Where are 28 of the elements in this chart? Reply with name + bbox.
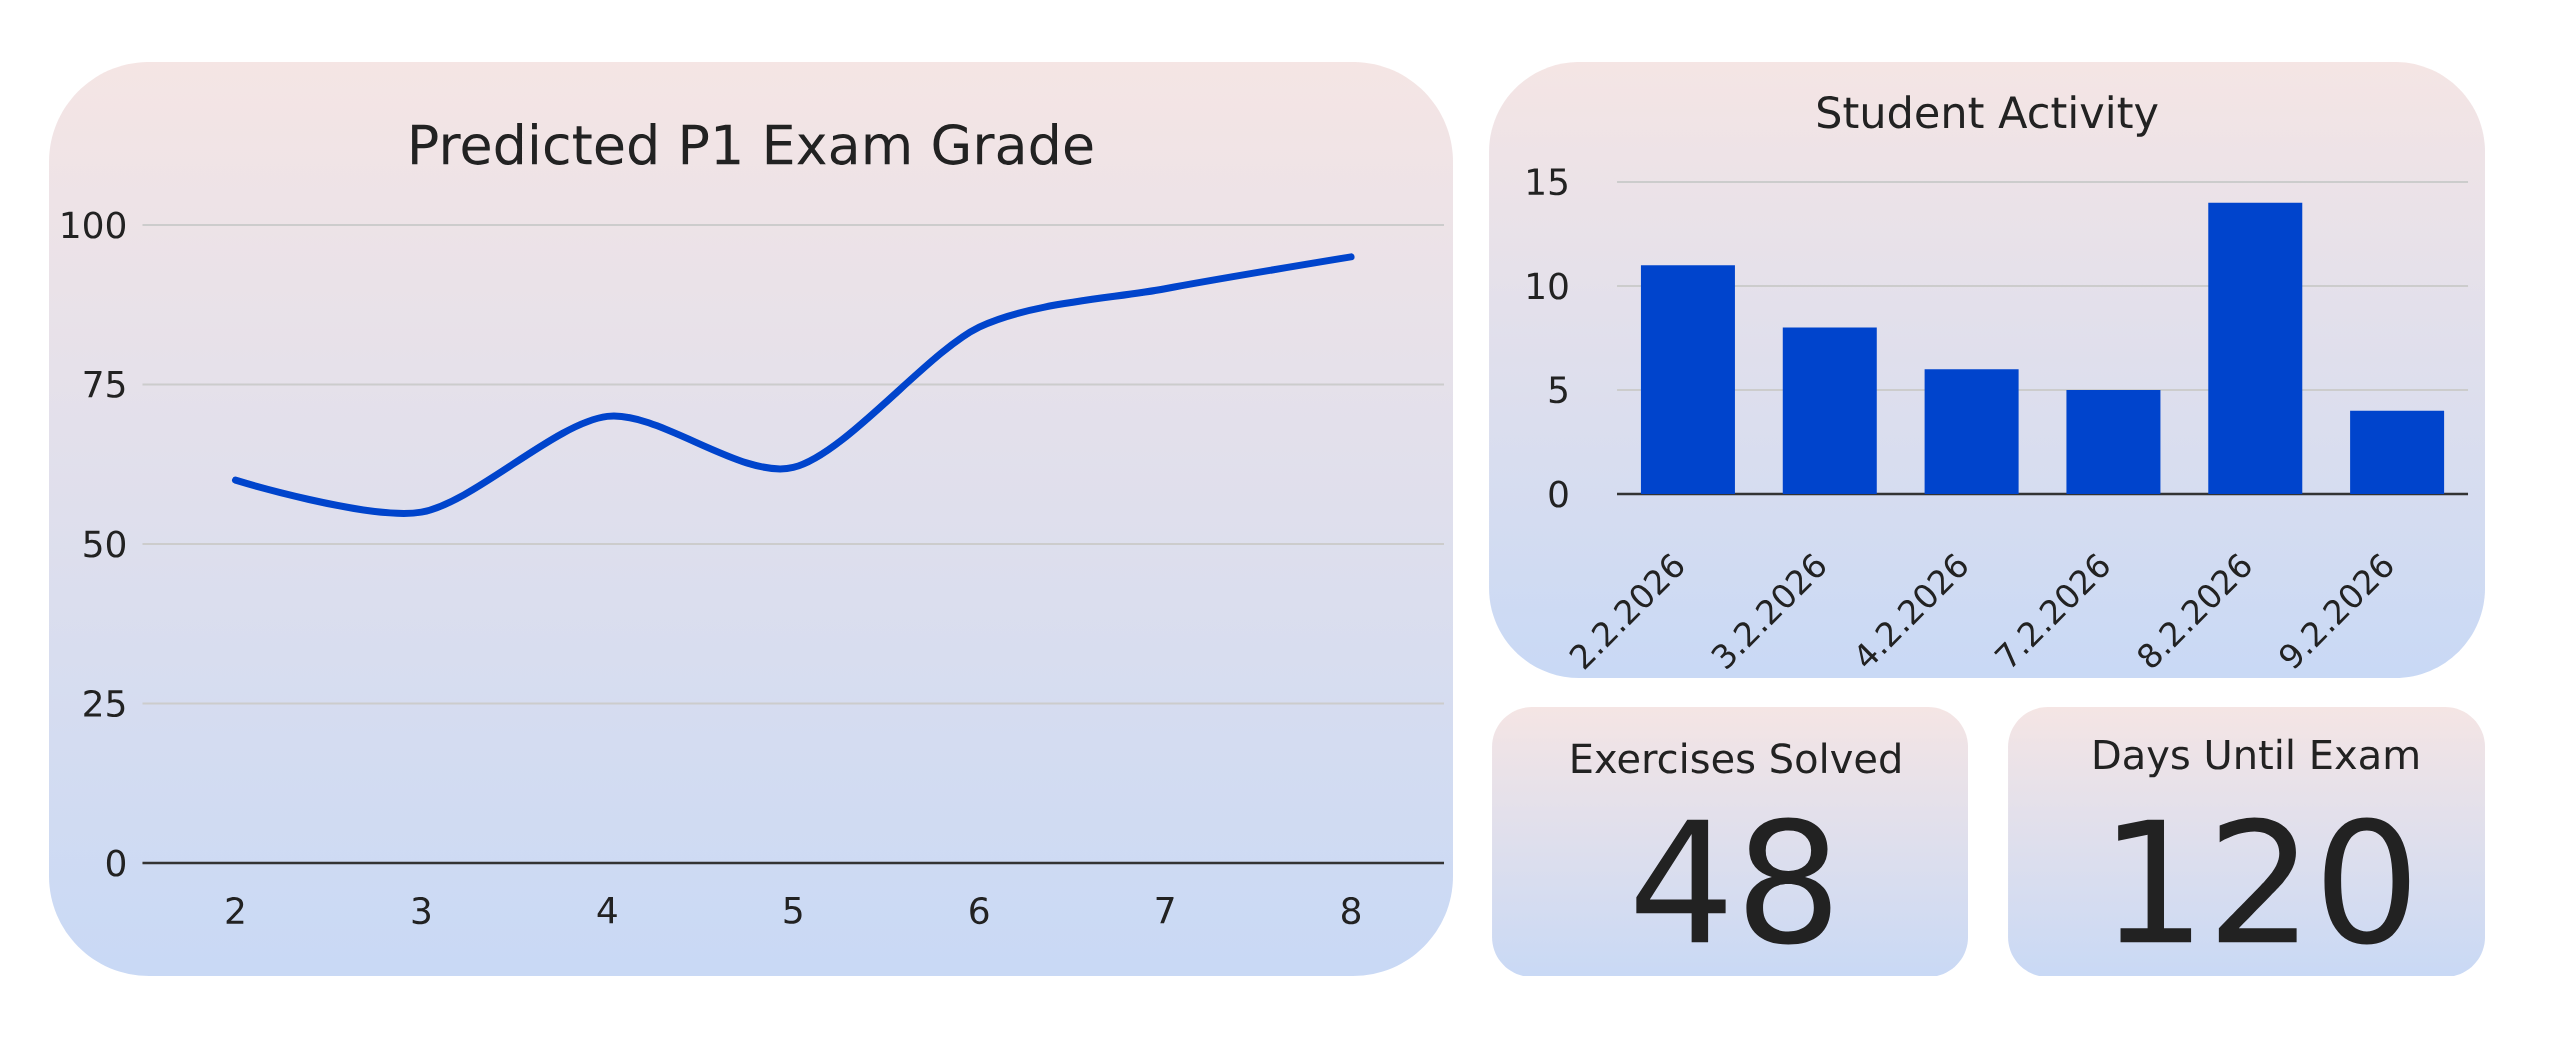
- bar: [1924, 369, 2019, 494]
- bar: [2066, 389, 2161, 494]
- y-tick-label: 75: [84, 371, 125, 398]
- x-tick-label: 5: [784, 897, 802, 924]
- x-tick-label: 8: [1342, 897, 1361, 925]
- chart-title: Student Activity: [1818, 95, 2158, 137]
- x-tick-label: 7: [1156, 897, 1174, 924]
- y-tick-label: 25: [84, 689, 125, 718]
- x-tick-label: 2: [226, 897, 244, 924]
- bar: [1640, 265, 1735, 494]
- bar: [1782, 327, 1877, 494]
- bar: [2350, 410, 2445, 494]
- bar: [2208, 202, 2303, 494]
- text: Days Until Exam: [2094, 738, 2418, 778]
- y-tick-label: 5: [1549, 376, 1567, 404]
- x-tick-label: 4: [597, 897, 617, 924]
- x-tick-label: 6: [970, 897, 989, 925]
- y-tick-label: 50: [84, 530, 126, 558]
- y-tick-label: 15: [1528, 168, 1567, 196]
- y-tick-label: 10: [1528, 272, 1568, 300]
- x-tick-label: 3: [412, 897, 430, 925]
- y-tick-label: 100: [62, 211, 126, 239]
- text: 48: [1636, 817, 1831, 945]
- chart-title: Predicted P1 Exam Grade: [412, 123, 1093, 165]
- text: 120: [2118, 817, 2410, 945]
- y-tick-label: 0: [106, 849, 126, 877]
- text: Exercises Solved: [1572, 742, 1900, 774]
- y-tick-label: 0: [1549, 480, 1568, 508]
